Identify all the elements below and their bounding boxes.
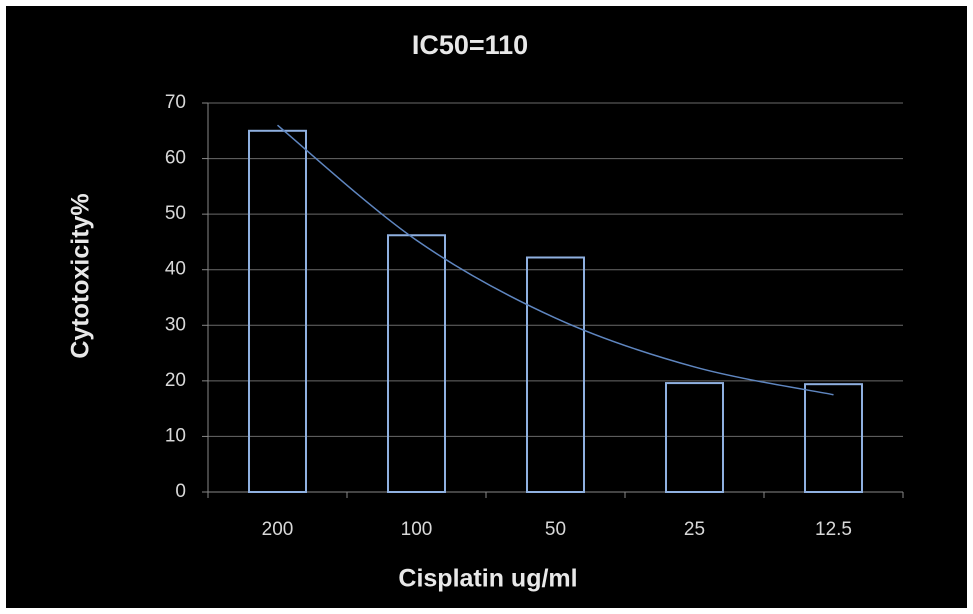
bar [248,129,307,494]
bar [804,383,863,494]
y-tick-label: 30 [165,314,186,335]
chart-title: IC50=110 [412,30,528,60]
x-axis-label: Cisplatin ug/ml [398,565,577,593]
y-tick-label: 50 [165,203,186,224]
bar [665,382,724,493]
x-tick-label: 100 [401,519,433,540]
y-tick-label: 20 [165,370,186,391]
trendline [277,124,834,396]
y-tick-label: 40 [165,259,186,280]
y-tick-label: 60 [165,148,186,169]
x-tick-label: 12.5 [815,519,852,540]
y-tick-label: 10 [165,425,186,446]
x-tick-label: 25 [684,519,705,540]
x-tick-label: 50 [545,519,566,540]
bar [387,234,446,493]
y-tick-label: 0 [175,481,186,502]
x-tick-label: 200 [262,519,294,540]
chart-background [6,6,967,608]
y-tick-label: 70 [165,92,186,113]
y-axis-label: Cytotoxicity% [67,193,95,358]
bar [526,256,585,494]
